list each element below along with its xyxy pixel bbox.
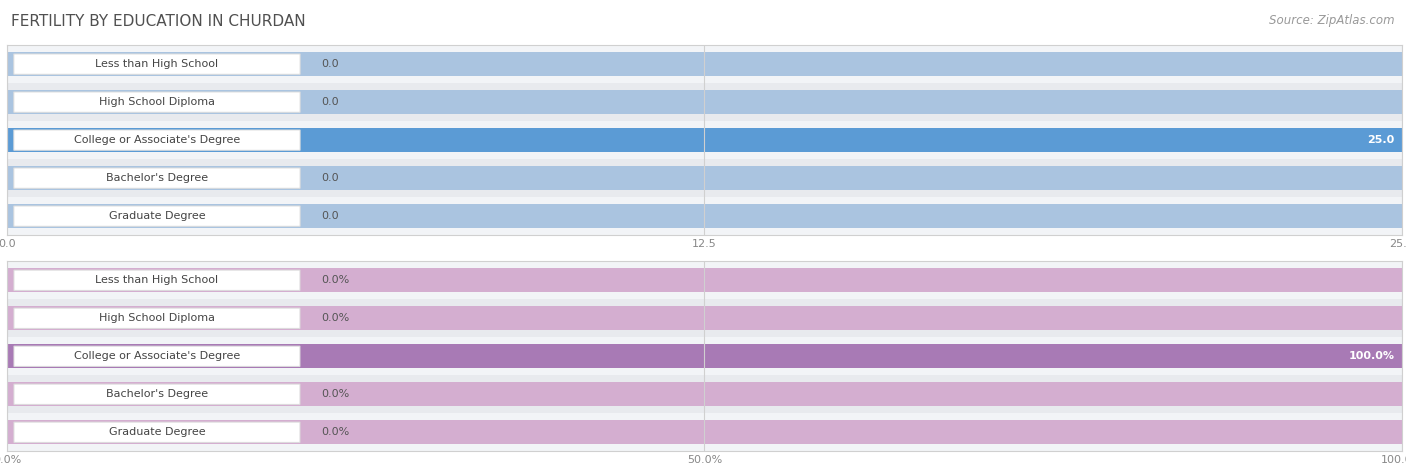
Bar bbox=[7, 197, 1402, 235]
Bar bbox=[7, 204, 1402, 228]
Bar bbox=[7, 344, 1402, 368]
Text: Graduate Degree: Graduate Degree bbox=[108, 427, 205, 437]
Text: FERTILITY BY EDUCATION IN CHURDAN: FERTILITY BY EDUCATION IN CHURDAN bbox=[11, 14, 307, 29]
FancyBboxPatch shape bbox=[14, 168, 299, 188]
Text: Bachelor's Degree: Bachelor's Degree bbox=[105, 389, 208, 399]
FancyBboxPatch shape bbox=[14, 422, 299, 442]
Text: 0.0%: 0.0% bbox=[321, 389, 349, 399]
Text: Graduate Degree: Graduate Degree bbox=[108, 211, 205, 221]
Text: Less than High School: Less than High School bbox=[96, 59, 218, 69]
Bar bbox=[7, 128, 1402, 152]
Bar bbox=[7, 268, 1402, 292]
Bar bbox=[7, 121, 1402, 159]
Bar bbox=[7, 382, 1402, 406]
Text: Bachelor's Degree: Bachelor's Degree bbox=[105, 173, 208, 183]
Bar bbox=[7, 413, 1402, 451]
Text: College or Associate's Degree: College or Associate's Degree bbox=[75, 351, 240, 361]
Text: High School Diploma: High School Diploma bbox=[98, 313, 215, 323]
Text: 0.0%: 0.0% bbox=[321, 313, 349, 323]
Text: 25.0: 25.0 bbox=[1368, 135, 1395, 145]
Text: 0.0: 0.0 bbox=[321, 59, 339, 69]
Text: High School Diploma: High School Diploma bbox=[98, 97, 215, 107]
FancyBboxPatch shape bbox=[14, 270, 299, 290]
Bar bbox=[7, 90, 1402, 114]
FancyBboxPatch shape bbox=[14, 346, 299, 366]
FancyBboxPatch shape bbox=[14, 92, 299, 112]
Bar bbox=[7, 159, 1402, 197]
Bar bbox=[7, 166, 1402, 190]
Bar bbox=[7, 261, 1402, 299]
Text: Source: ZipAtlas.com: Source: ZipAtlas.com bbox=[1270, 14, 1395, 27]
Bar bbox=[7, 52, 1402, 76]
Bar bbox=[7, 337, 1402, 375]
Text: 0.0: 0.0 bbox=[321, 173, 339, 183]
FancyBboxPatch shape bbox=[14, 308, 299, 328]
FancyBboxPatch shape bbox=[14, 54, 299, 74]
Bar bbox=[7, 83, 1402, 121]
Text: College or Associate's Degree: College or Associate's Degree bbox=[75, 135, 240, 145]
FancyBboxPatch shape bbox=[14, 384, 299, 404]
Text: 100.0%: 100.0% bbox=[1348, 351, 1395, 361]
Text: Less than High School: Less than High School bbox=[96, 275, 218, 285]
Text: 0.0: 0.0 bbox=[321, 211, 339, 221]
Bar bbox=[7, 299, 1402, 337]
Text: 0.0%: 0.0% bbox=[321, 275, 349, 285]
Text: 0.0: 0.0 bbox=[321, 97, 339, 107]
FancyBboxPatch shape bbox=[14, 206, 299, 226]
Text: 0.0%: 0.0% bbox=[321, 427, 349, 437]
Bar bbox=[7, 375, 1402, 413]
Bar bbox=[7, 420, 1402, 444]
FancyBboxPatch shape bbox=[14, 130, 299, 150]
Bar bbox=[7, 306, 1402, 330]
Bar bbox=[7, 45, 1402, 83]
